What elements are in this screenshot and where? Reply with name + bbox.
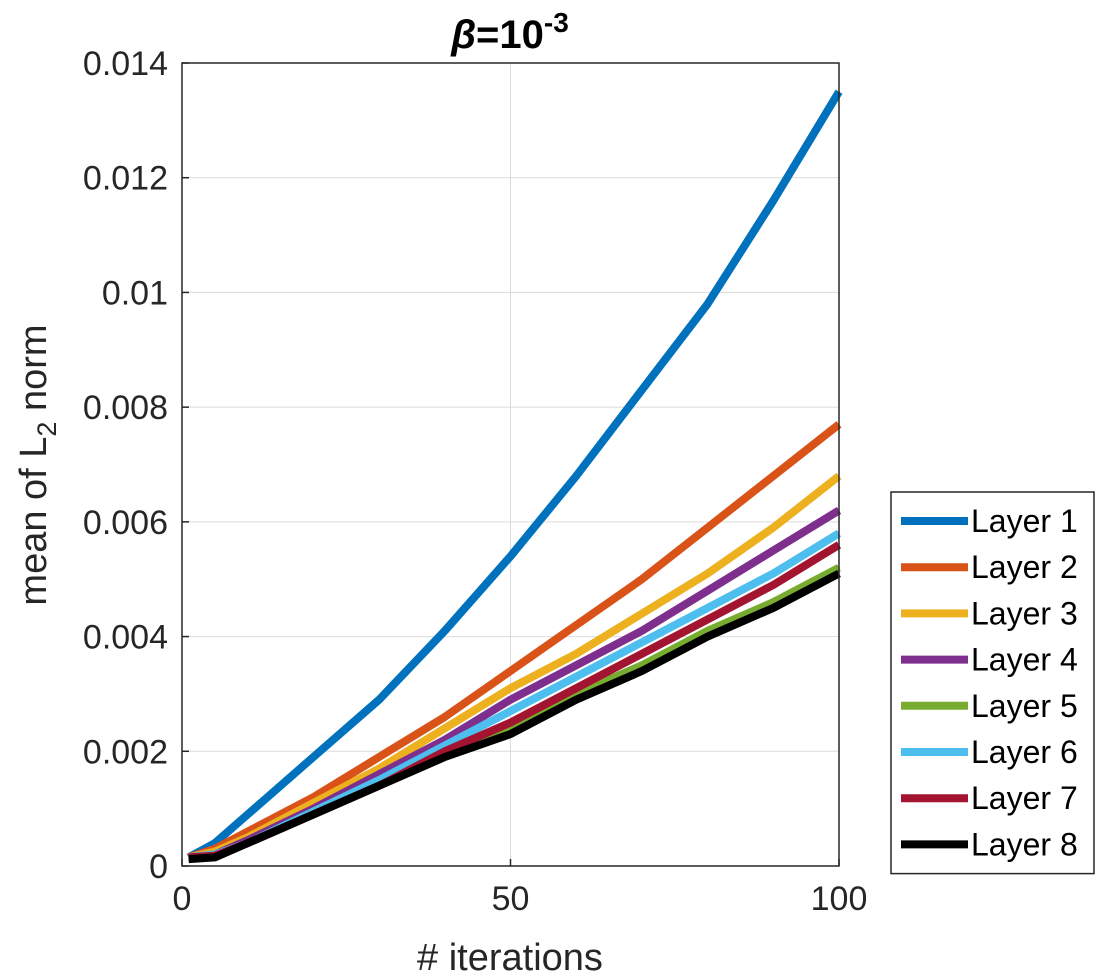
legend-label-4: Layer 4 xyxy=(971,642,1078,678)
plot-area: 0 50 100 0 0.002 0.004 0.006 0.008 0.01 0.012 0.0… xyxy=(83,45,867,918)
y-axis-ticks: 0 0.002 0.004 0.006 0.008 0.01 0.012 0.014 xyxy=(83,45,189,886)
y-axis-label-tail: norm xyxy=(13,324,55,421)
title-exponent: -3 xyxy=(544,7,569,38)
chart-title: β=10-3 xyxy=(450,7,569,57)
legend-label-6: Layer 6 xyxy=(971,734,1078,770)
y-axis-label-subscript: 2 xyxy=(32,422,62,437)
legend-box xyxy=(890,491,1095,875)
x-axis-ticks: 0 50 100 xyxy=(173,859,868,918)
legend-label-1: Layer 1 xyxy=(971,503,1078,539)
legend-label-5: Layer 5 xyxy=(971,688,1078,724)
title-beta-symbol: β xyxy=(450,13,476,57)
legend-label-3: Layer 3 xyxy=(971,595,1078,631)
y-tick-label: 0.014 xyxy=(83,45,168,83)
series-line-2 xyxy=(187,421,842,862)
x-tick-label: 100 xyxy=(811,880,868,918)
series-line-1 xyxy=(186,89,843,861)
title-base: =10 xyxy=(476,13,544,57)
series-line-8 xyxy=(188,569,841,864)
y-tick-label: 0.008 xyxy=(83,389,168,427)
legend-label-7: Layer 7 xyxy=(971,780,1078,816)
y-tick-label: 0.01 xyxy=(102,274,168,312)
legend: Layer 1 Layer 2 Layer 3 Layer 4 Layer 5 Layer… xyxy=(890,491,1095,875)
x-tick-label: 50 xyxy=(492,880,530,918)
x-axis-label: # iterations xyxy=(417,937,603,976)
y-axis-label-main: mean of L xyxy=(13,437,55,606)
y-axis-label: mean of L2 norm xyxy=(13,324,62,605)
x-tick-label: 0 xyxy=(173,880,192,918)
y-tick-label: 0.012 xyxy=(83,160,168,198)
y-tick-label: 0.004 xyxy=(83,619,168,657)
series-lines xyxy=(186,89,843,864)
legend-label-8: Layer 8 xyxy=(971,826,1078,862)
legend-label-2: Layer 2 xyxy=(971,549,1078,585)
y-tick-label: 0.006 xyxy=(83,504,168,542)
y-tick-label: 0.002 xyxy=(83,733,168,771)
y-tick-label: 0 xyxy=(149,848,168,886)
